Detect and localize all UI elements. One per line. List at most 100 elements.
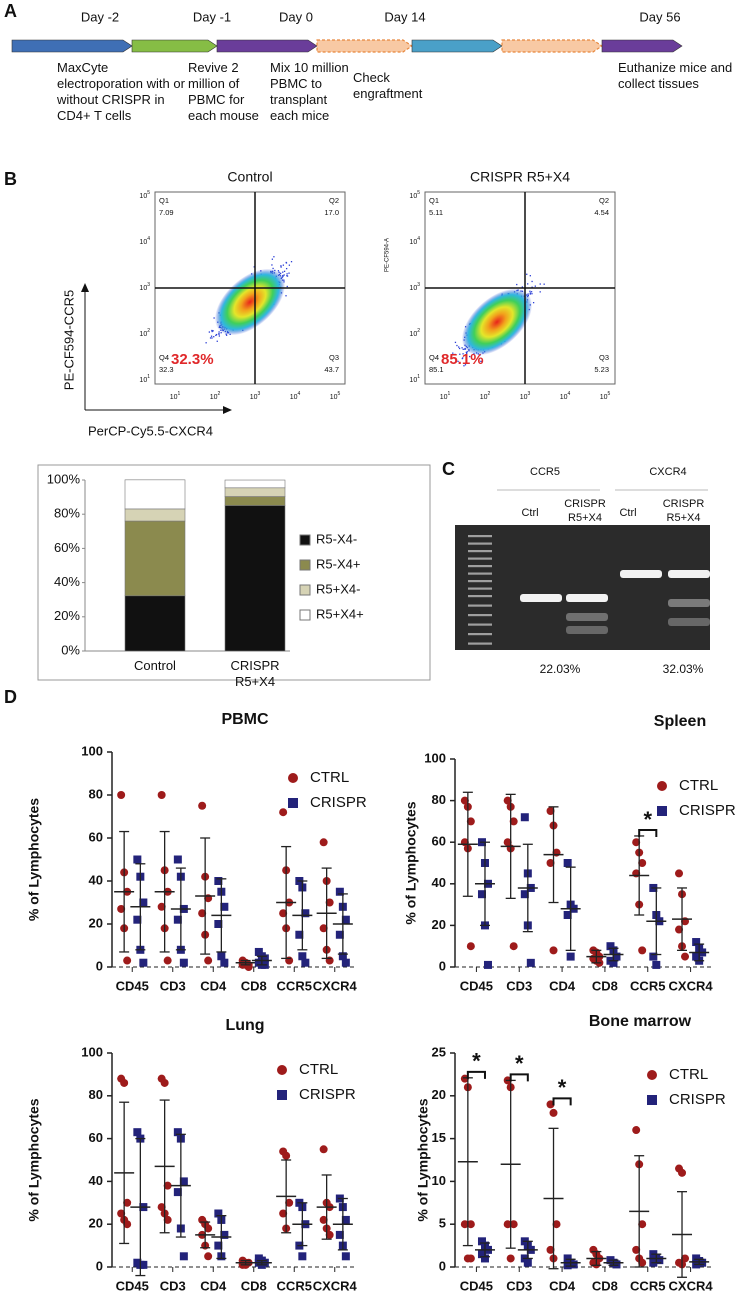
chart-title: Lung [225, 1017, 264, 1034]
y-tick-label: 20 [432, 1087, 446, 1102]
data-point [675, 869, 684, 878]
flow-event [211, 329, 213, 332]
tick-base: 10 [409, 377, 417, 384]
flow-event [283, 270, 286, 272]
quadrant-name: Q2 [599, 196, 609, 205]
legend-marker [277, 1090, 287, 1100]
tick-base: 10 [139, 239, 147, 246]
flow-event [285, 261, 287, 264]
flow-event [211, 330, 213, 333]
flow-event [466, 355, 468, 357]
flow-event [529, 292, 531, 294]
flow-event [283, 274, 285, 276]
flow-event [288, 264, 291, 266]
x-tick-label: CCR5 [630, 978, 665, 993]
bar-segment [224, 496, 286, 506]
flow-event [521, 286, 523, 288]
flow-event [454, 341, 457, 344]
timeline-arrow [316, 39, 414, 53]
data-point [139, 1260, 148, 1269]
data-point [279, 1209, 288, 1218]
y-tick-label: 20% [54, 608, 80, 623]
tick-exponent: 4 [417, 236, 420, 242]
flow-y-tick-label: 103 [409, 282, 420, 292]
tick-base: 10 [560, 394, 568, 401]
data-point [609, 958, 618, 967]
flow-x-tick-label: 105 [330, 391, 341, 401]
y-tick-label: 60 [432, 834, 446, 849]
flow-x-tick-label: 101 [440, 391, 451, 401]
data-point [220, 902, 229, 911]
significance-label: * [472, 1049, 481, 1074]
ladder-band [468, 642, 492, 645]
flow-event [271, 258, 274, 260]
flow-event [530, 291, 533, 293]
flow-event [288, 272, 290, 274]
flow-y-tick-label: 102 [139, 328, 150, 338]
x-tick-label: CXCR4 [669, 1278, 714, 1293]
data-point [341, 1252, 350, 1261]
flow-y-tick-label: 104 [409, 236, 420, 246]
data-point [163, 956, 172, 965]
tick-base: 10 [480, 394, 488, 401]
data-point [204, 1224, 213, 1233]
quadrant-value: 5.23 [594, 365, 609, 374]
data-point [632, 838, 641, 847]
y-axis-label: % of Lymphocytes [403, 801, 419, 924]
chart-title: Bone marrow [589, 1013, 692, 1030]
flow-event [461, 347, 463, 349]
legend-marker [647, 1095, 657, 1105]
data-point [681, 952, 690, 961]
y-tick-label: 100 [81, 1044, 103, 1059]
x-tick-label: CXCR4 [313, 978, 358, 993]
data-point [678, 1168, 687, 1177]
arrow-head [223, 406, 232, 414]
data-point [319, 1215, 328, 1224]
flow-x-tick-label: 102 [480, 391, 491, 401]
quadrant-name: Q1 [429, 196, 439, 205]
quadrant-name: Q4 [159, 353, 169, 362]
data-point [163, 1215, 172, 1224]
data-point [638, 859, 647, 867]
ladder-band [468, 614, 492, 617]
data-point [698, 1258, 707, 1267]
bar-segment [124, 508, 186, 522]
flow-event [457, 360, 459, 363]
data-point [325, 898, 334, 907]
data-point [117, 1209, 126, 1218]
tick-exponent: 5 [608, 391, 611, 397]
flow-event [290, 261, 293, 263]
flow-event [209, 337, 212, 339]
data-point [477, 890, 486, 899]
data-point [123, 1198, 132, 1207]
significance-bracket [509, 1073, 529, 1082]
data-point [285, 1198, 294, 1207]
data-point [480, 1254, 489, 1263]
tick-base: 10 [409, 285, 417, 292]
significance-bracket [466, 1070, 486, 1079]
data-point [638, 946, 647, 955]
gel-lane: Ctrl [521, 507, 539, 519]
data-point [523, 1258, 532, 1267]
data-point [214, 1209, 223, 1218]
tick-base: 10 [210, 394, 218, 401]
flow-y-tick-label: 103 [139, 282, 150, 292]
flow-event [531, 280, 533, 283]
data-point [295, 930, 304, 939]
y-tick-label: 20 [89, 915, 103, 930]
x-tick-label: CD8 [241, 978, 267, 993]
flow-event [286, 285, 288, 288]
tick-base: 10 [600, 394, 608, 401]
quadrant-value: 32.3 [159, 365, 174, 374]
flow-x-tick-label: 102 [210, 391, 221, 401]
flow-event [208, 331, 211, 333]
quadrant-value: 4.54 [594, 208, 609, 217]
flow-event [532, 301, 535, 304]
flow-event [459, 353, 461, 355]
data-point [460, 1220, 469, 1229]
flow-density [214, 268, 286, 336]
ladder-band [468, 595, 492, 598]
x-tick-label: CD45 [460, 978, 493, 993]
chart-title: Spleen [654, 713, 706, 730]
